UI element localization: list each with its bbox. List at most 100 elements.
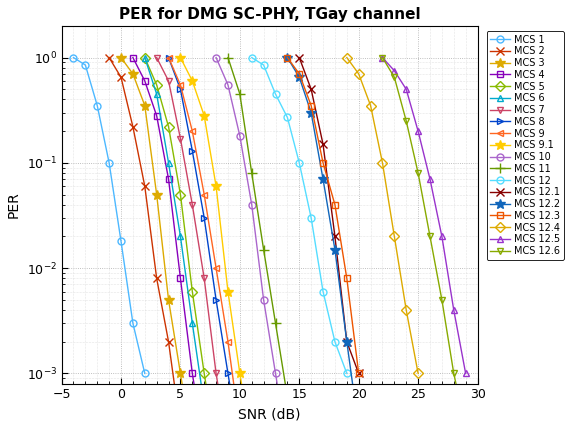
Y-axis label: PER: PER <box>7 191 21 218</box>
MCS 3 <box>153 192 160 197</box>
MCS 2 <box>130 124 136 129</box>
MCS 12.6 <box>379 55 386 60</box>
MCS 3 <box>142 103 148 108</box>
MCS 8 <box>201 215 208 220</box>
MCS 1 <box>70 55 77 60</box>
MCS 12.1 <box>308 87 315 92</box>
MCS 12 <box>284 115 291 120</box>
MCS 6 <box>165 160 172 166</box>
MCS 12.6 <box>415 170 421 175</box>
MCS 1 <box>130 321 136 326</box>
MCS 1 <box>118 239 124 244</box>
MCS 12.2 <box>332 247 339 252</box>
MCS 7 <box>165 78 172 83</box>
MCS 12.6 <box>451 371 457 376</box>
MCS 5 <box>142 55 148 60</box>
MCS 12 <box>308 215 315 220</box>
MCS 9 <box>165 55 172 60</box>
MCS 4 <box>130 55 136 60</box>
MCS 3 <box>130 71 136 77</box>
MCS 8 <box>224 371 231 376</box>
MCS 6 <box>177 234 184 239</box>
MCS 4 <box>142 78 148 83</box>
Line: MCS 1: MCS 1 <box>70 54 148 377</box>
MCS 12.6 <box>391 75 398 80</box>
MCS 12.6 <box>462 426 469 428</box>
MCS 12.3 <box>308 103 315 108</box>
MCS 6 <box>189 321 196 326</box>
MCS 12 <box>332 339 339 344</box>
MCS 12 <box>296 160 303 166</box>
MCS 4 <box>153 113 160 119</box>
MCS 9.1 <box>224 289 231 294</box>
MCS 8 <box>212 297 219 303</box>
MCS 12.4 <box>379 160 386 166</box>
MCS 11 <box>236 92 243 97</box>
MCS 12.3 <box>320 160 327 166</box>
MCS 11 <box>248 170 255 175</box>
Line: MCS 12: MCS 12 <box>248 54 350 377</box>
Line: MCS 9.1: MCS 9.1 <box>175 53 256 428</box>
MCS 11 <box>260 247 267 252</box>
Line: MCS 8: MCS 8 <box>165 54 243 428</box>
Line: MCS 2: MCS 2 <box>105 54 184 428</box>
Line: MCS 3: MCS 3 <box>116 53 197 428</box>
MCS 9 <box>189 128 196 134</box>
MCS 12.2 <box>320 177 327 182</box>
Line: MCS 12.5: MCS 12.5 <box>379 54 469 377</box>
Line: MCS 9: MCS 9 <box>165 54 243 428</box>
MCS 5 <box>153 82 160 87</box>
MCS 5 <box>165 124 172 129</box>
MCS 12.4 <box>403 307 409 312</box>
MCS 12.4 <box>343 55 350 60</box>
MCS 12.3 <box>284 55 291 60</box>
MCS 12.5 <box>379 55 386 60</box>
MCS 1 <box>82 62 89 68</box>
MCS 8 <box>189 149 196 154</box>
MCS 7 <box>153 55 160 60</box>
MCS 10 <box>224 82 231 87</box>
MCS 10 <box>236 134 243 139</box>
Line: MCS 12.2: MCS 12.2 <box>283 53 364 428</box>
MCS 1 <box>94 103 100 108</box>
MCS 12 <box>248 55 255 60</box>
MCS 7 <box>189 202 196 207</box>
Line: MCS 4: MCS 4 <box>130 54 208 428</box>
MCS 8 <box>165 55 172 60</box>
MCS 10 <box>212 55 219 60</box>
MCS 12.1 <box>296 55 303 60</box>
MCS 7 <box>177 136 184 141</box>
MCS 10 <box>272 371 279 376</box>
MCS 12.5 <box>391 68 398 73</box>
Line: MCS 11: MCS 11 <box>223 53 304 428</box>
Line: MCS 12.4: MCS 12.4 <box>343 54 421 377</box>
MCS 3 <box>165 297 172 303</box>
MCS 12.5 <box>451 307 457 312</box>
MCS 8 <box>177 87 184 92</box>
Legend: MCS 1, MCS 2, MCS 3, MCS 4, MCS 5, MCS 6, MCS 7, MCS 8, MCS 9, MCS 9.1, MCS 10, : MCS 1, MCS 2, MCS 3, MCS 4, MCS 5, MCS 6… <box>486 31 564 260</box>
MCS 12.5 <box>427 177 433 182</box>
MCS 12.5 <box>439 234 445 239</box>
MCS 6 <box>201 403 208 408</box>
X-axis label: SNR (dB): SNR (dB) <box>238 407 301 421</box>
MCS 2 <box>142 184 148 189</box>
MCS 12.4 <box>355 71 362 77</box>
MCS 12.1 <box>320 142 327 147</box>
MCS 12.5 <box>403 87 409 92</box>
MCS 5 <box>189 289 196 294</box>
MCS 2 <box>106 55 112 60</box>
MCS 12.1 <box>332 234 339 239</box>
MCS 12.5 <box>462 371 469 376</box>
MCS 6 <box>153 92 160 97</box>
MCS 12.3 <box>332 202 339 207</box>
MCS 9 <box>236 426 243 428</box>
Line: MCS 12.3: MCS 12.3 <box>284 54 362 377</box>
MCS 2 <box>153 276 160 281</box>
MCS 12.3 <box>343 276 350 281</box>
MCS 2 <box>165 339 172 344</box>
MCS 3 <box>177 371 184 376</box>
MCS 9 <box>224 339 231 344</box>
MCS 1 <box>106 160 112 166</box>
MCS 10 <box>260 297 267 303</box>
MCS 9.1 <box>177 55 184 60</box>
